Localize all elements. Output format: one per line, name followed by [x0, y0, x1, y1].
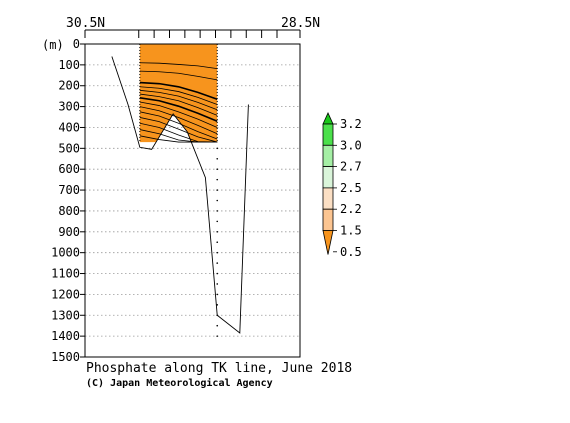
legend-label: 1.5 [340, 224, 362, 238]
y-axis-unit-label: (m) [42, 38, 64, 52]
y-tick-label: 300 [58, 100, 80, 114]
contour-line [139, 81, 218, 101]
station-markers [216, 147, 219, 337]
bottom-profile-line [111, 56, 249, 334]
station-ticks [84, 29, 301, 38]
shaded-fill [139, 44, 218, 143]
contour-line [139, 89, 218, 111]
y-tick-label: 500 [58, 141, 80, 155]
legend-swatch [322, 208, 334, 231]
y-tick-label: 200 [58, 79, 80, 93]
station-dot [216, 283, 219, 285]
chart-title: Phosphate along TK line, June 2018 [86, 361, 352, 376]
y-tick-label: 0 [73, 37, 80, 51]
y-tick-label: 800 [58, 204, 80, 218]
legend-label: 2.2 [340, 202, 362, 216]
station-dot [216, 241, 219, 244]
station-dot [216, 324, 219, 327]
y-tick-label: 100 [58, 58, 80, 72]
legend-top-arrow [322, 112, 334, 125]
legend-label: 2.5 [340, 181, 362, 195]
y-tick-label: 1000 [51, 246, 80, 260]
phosphate-fill-area [139, 44, 218, 143]
plot-frame [84, 43, 301, 358]
y-tick-label: 400 [58, 120, 80, 134]
y-tick-label: 700 [58, 183, 80, 197]
station-dot [216, 304, 219, 306]
contour-line [139, 135, 218, 143]
station-dot [216, 251, 219, 254]
contour-line [139, 62, 218, 70]
legend-swatch [322, 123, 334, 146]
x-axis-right-label: 28.5N [281, 16, 320, 31]
station-dot [216, 178, 219, 181]
legend-swatch [322, 166, 334, 189]
y-tick-label: 600 [58, 162, 80, 176]
y-tick-label: 1300 [51, 308, 80, 322]
y-tick-label: 1200 [51, 287, 80, 301]
y-tick-label: 1500 [51, 350, 80, 364]
chart-credit: (C) Japan Meteorological Agency [86, 377, 273, 389]
station-dot [216, 147, 219, 150]
contour-line [139, 97, 218, 122]
contour-line [139, 111, 218, 140]
legend-swatch [322, 144, 334, 168]
station-dot [216, 272, 219, 275]
station-dot [216, 335, 219, 337]
station-dot [216, 210, 219, 212]
legend-label: 0.5 [340, 245, 362, 259]
legend-label: 2.7 [340, 160, 362, 174]
station-dot [216, 220, 219, 223]
contour-line [139, 117, 218, 143]
station-dot [216, 199, 219, 202]
y-tick-label: 900 [58, 225, 80, 239]
station-dot [216, 262, 219, 264]
station-dot [216, 293, 219, 296]
contour-line [139, 70, 218, 81]
contour-line [139, 101, 218, 128]
contour-line [139, 93, 218, 116]
legend-label: 3.2 [340, 117, 362, 131]
station-dot [216, 168, 219, 170]
y-tick-label: 1400 [51, 329, 80, 343]
legend-bottom-arrow [322, 230, 334, 255]
station-dot [216, 157, 219, 160]
station-dot [216, 189, 219, 191]
contour-lines [139, 62, 218, 143]
legend-label: 3.0 [340, 138, 362, 152]
contour-line [139, 86, 218, 105]
y-tick-label: 1100 [51, 267, 80, 281]
x-axis-left-label: 30.5N [66, 16, 105, 31]
y-tick-labels: 0 100 200 300 400 500 600 700 800 900 1000 1100 1200… [51, 37, 85, 364]
color-legend: 3.2 3.0 2.7 2.5 2.2 1.5 0.5 [322, 112, 362, 259]
sea-bottom-profile [111, 56, 249, 334]
contour-line [139, 106, 218, 135]
legend-swatch [322, 187, 334, 210]
station-dot [216, 231, 219, 233]
